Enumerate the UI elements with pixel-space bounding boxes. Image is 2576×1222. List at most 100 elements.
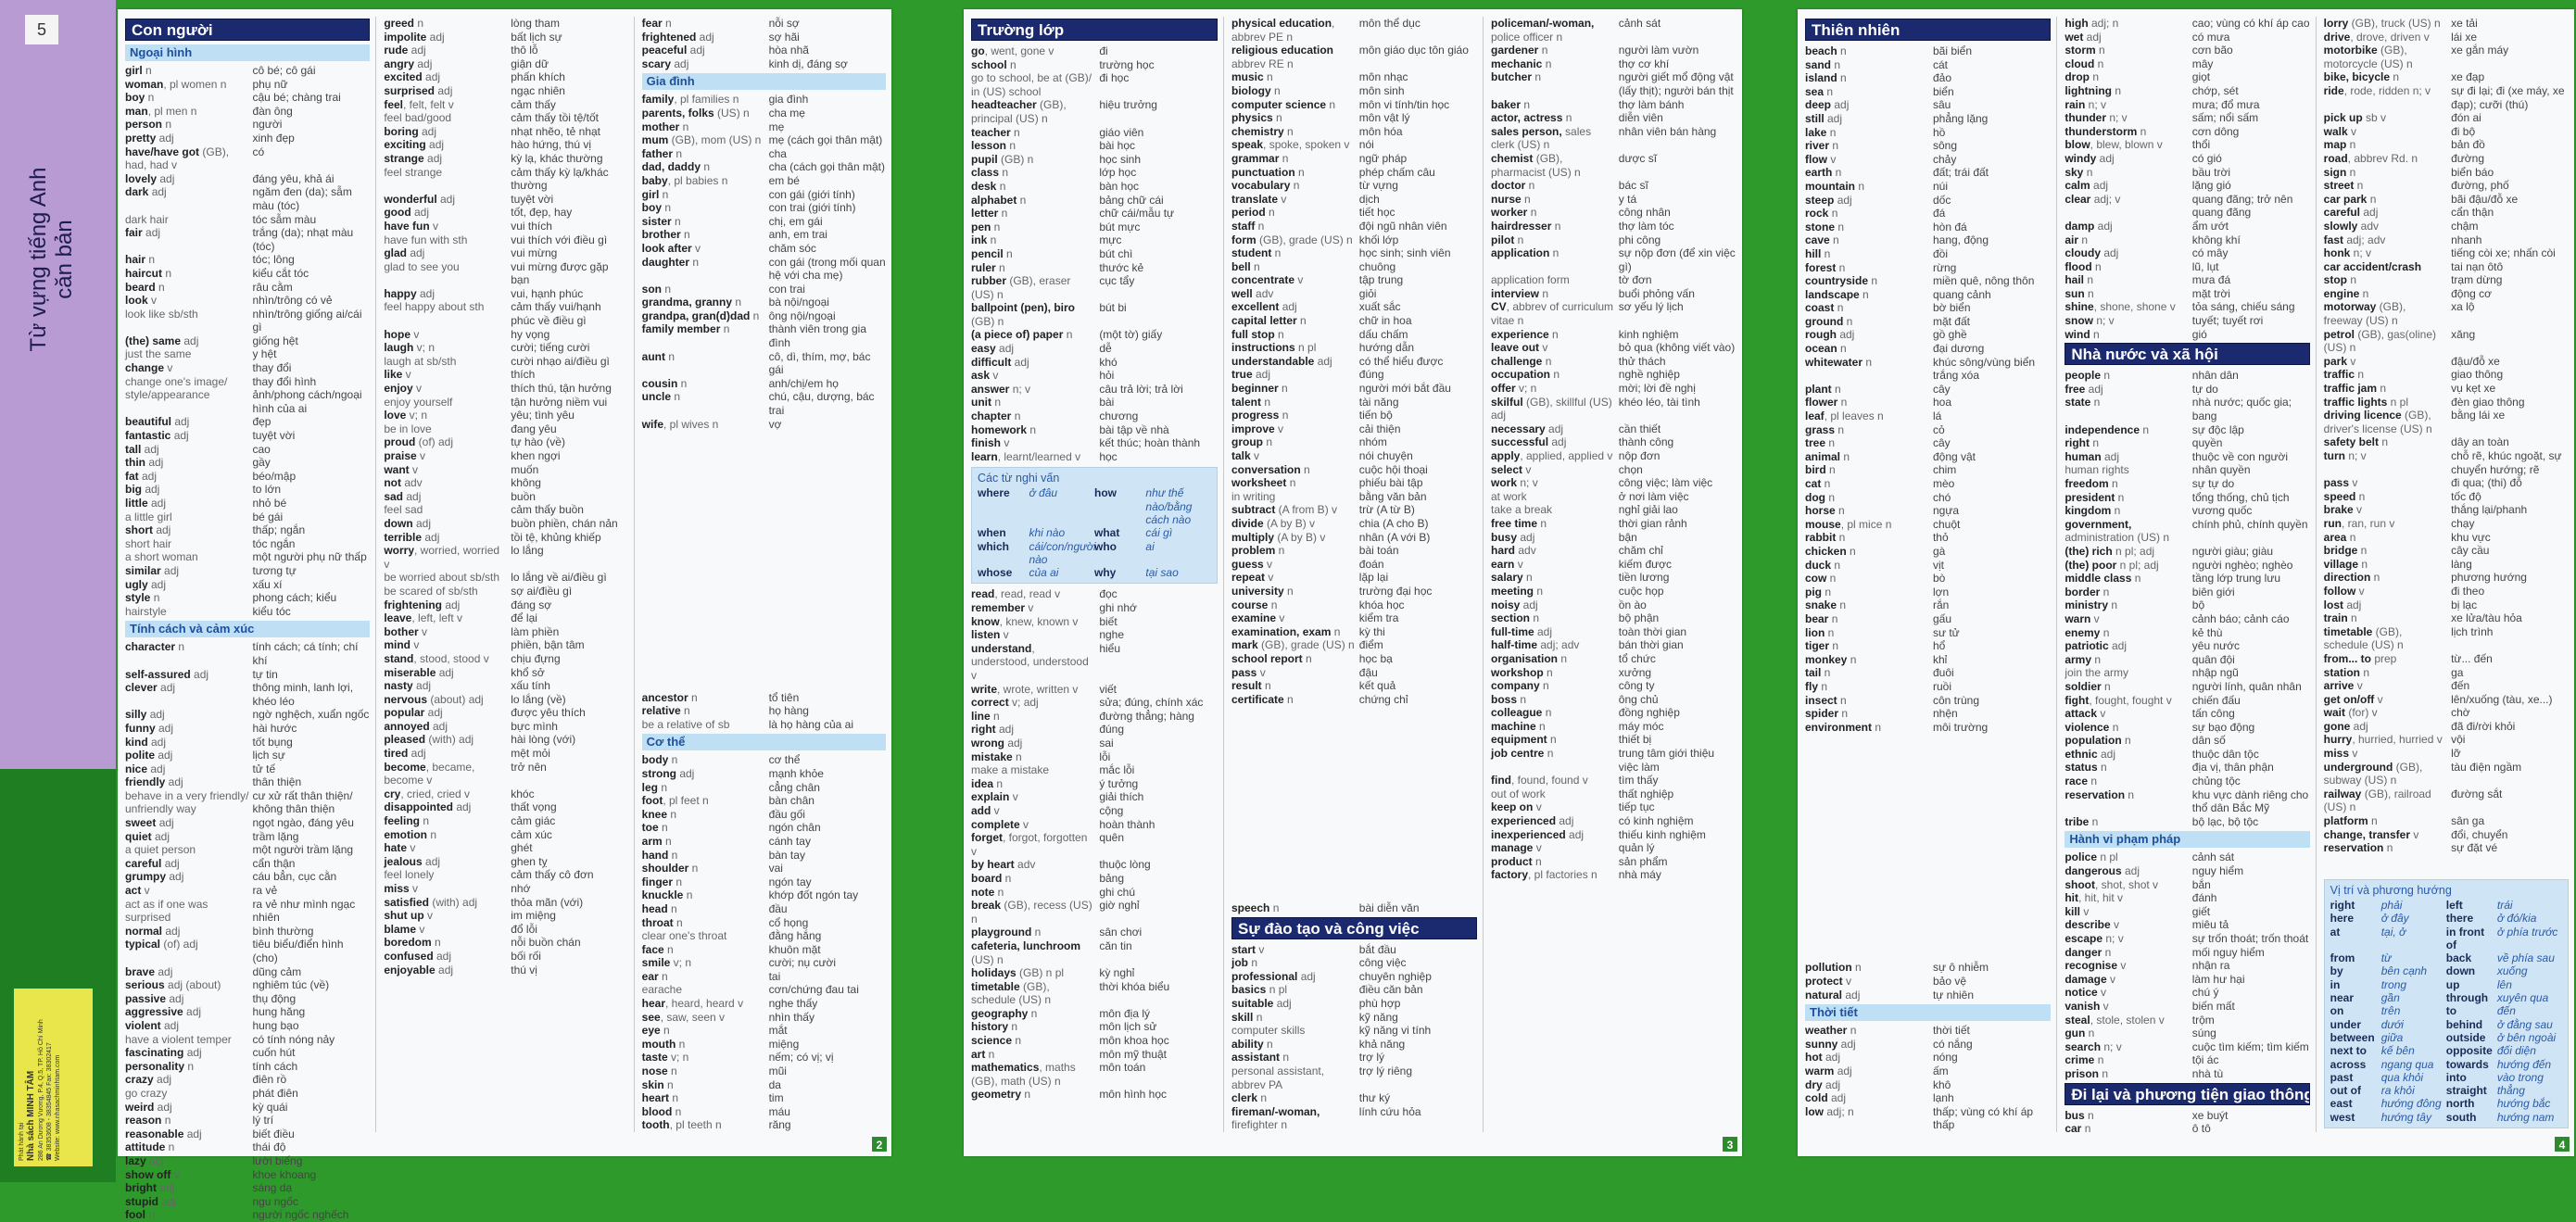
vocab-entry: peaceful adj hòa nhã xyxy=(642,44,886,57)
vietnamese-meaning: giờ nghỉ xyxy=(1099,899,1140,913)
english-term-cell: traffic lights n pl xyxy=(2324,396,2451,409)
vocab-entry: hear, heard, heard v nghe thấy xyxy=(642,997,886,1011)
english-term: grandma, granny xyxy=(641,296,733,309)
vietnamese-meaning: sáng dạ xyxy=(252,1181,293,1195)
term-note: adj xyxy=(1534,624,1553,638)
english-term-cell: daughter n xyxy=(642,256,769,283)
term-note: adj xyxy=(2096,151,2115,165)
term-note: n xyxy=(1548,327,1559,341)
term-note: v xyxy=(2410,827,2419,841)
vietnamese-meaning: học sinh; sinh viên xyxy=(1358,246,1451,260)
term-note: n xyxy=(677,376,688,390)
english-term-cell: mouse, pl mice n xyxy=(1805,518,1933,532)
term-note: n xyxy=(1838,707,1849,721)
english-term: speech xyxy=(1231,901,1270,915)
term-note: n xyxy=(1006,57,1017,71)
english-term: low xyxy=(1805,1104,1824,1118)
subsection-header: Ngoại hình xyxy=(125,44,371,61)
vocab-entry: face n khuôn mặt xyxy=(642,943,886,957)
english-term: arrive xyxy=(2323,679,2355,693)
english-term-cell: car park n xyxy=(2324,193,2451,207)
english-term: sign xyxy=(2323,165,2347,179)
term-note: n xyxy=(431,936,441,950)
english-term: headteacher xyxy=(971,98,1037,112)
vietnamese-meaning: mặt đất xyxy=(1932,314,1970,328)
vocab-entry: ministry n bộ xyxy=(2065,598,2309,612)
vietnamese-meaning: chó xyxy=(1932,490,1951,504)
vietnamese-meaning: lính cứu hỏa xyxy=(1358,1104,1421,1118)
vietnamese-meaning: xấu tính xyxy=(511,679,550,693)
term-note: n xyxy=(1558,651,1568,665)
english-term-cell: change v xyxy=(125,361,252,375)
term-note: n xyxy=(2084,273,2094,287)
term-note: n xyxy=(2367,192,2377,206)
english-term: unit xyxy=(971,396,991,409)
term-note: n xyxy=(1028,1006,1038,1020)
term-note: v xyxy=(1842,975,1852,989)
english-term: father xyxy=(641,146,673,160)
box-meaning: trên xyxy=(2380,1004,2401,1018)
vocab-entry: staff n đội ngũ nhân viên xyxy=(1231,220,1477,233)
vietnamese-meaning: lớp học xyxy=(1099,166,1137,180)
vietnamese-meaning: thô lỗ xyxy=(511,44,538,57)
vocab-entry: computer skills kỹ năng vi tính xyxy=(1231,1024,1477,1038)
english-term-cell: reservation n xyxy=(2065,788,2191,815)
english-term-cell: stupid adj xyxy=(125,1195,252,1209)
english-term: physics xyxy=(1231,111,1273,125)
vocab-entry: direction n phương hướng xyxy=(2324,571,2569,585)
term-note: n xyxy=(1522,571,1533,585)
vocab-entry: fast adj; adv nhanh xyxy=(2324,233,2569,247)
term-note: computer skills xyxy=(1231,1024,1306,1038)
vietnamese-meaning: thỏ xyxy=(1932,531,1949,545)
box-meaning: ai xyxy=(1145,539,1155,553)
english-term: holidays xyxy=(971,966,1017,980)
english-term-cell: careful adj xyxy=(2324,206,2451,220)
english-term-cell: (the) rich n pl; adj xyxy=(2065,545,2191,559)
term-note: adj xyxy=(1827,1091,1847,1105)
english-term-cell: clever adj xyxy=(125,681,252,708)
english-term-cell: remember v xyxy=(971,601,1099,615)
english-term-cell: bell n xyxy=(1231,260,1359,274)
english-term: translate xyxy=(1231,192,1279,206)
vocab-entry: follow v đi theo xyxy=(2324,585,2569,598)
term-note: n xyxy=(1825,490,1836,504)
term-note: n xyxy=(668,848,678,862)
vietnamese-meaning: lên/xuống (tàu, xe...) xyxy=(2451,692,2553,706)
english-term-cell: sad adj xyxy=(384,490,511,504)
term-note: v xyxy=(1000,628,1009,642)
term-note: be in love xyxy=(384,422,432,435)
vocab-entry: conversation n cuộc hội thoại xyxy=(1231,463,1477,477)
english-term: forget xyxy=(971,831,1003,845)
english-term-cell: status n xyxy=(2065,761,2191,775)
english-term: confused xyxy=(384,949,434,963)
term-note: adj xyxy=(418,124,437,138)
vietnamese-meaning: giỏi xyxy=(1358,286,1377,300)
vocab-entry: student n học sinh; sinh viên xyxy=(1231,246,1477,260)
vietnamese-meaning: gia đình xyxy=(768,93,809,107)
term-note: n xyxy=(1283,124,1294,138)
english-term-cell: fantastic adj xyxy=(125,429,252,443)
vocab-entry: just the same y hệt xyxy=(125,347,370,361)
term-note: n xyxy=(165,1140,175,1154)
vietnamese-meaning: bảo vệ xyxy=(1932,975,1966,989)
vocab-entry: flood n lũ, lụt xyxy=(2065,260,2309,274)
vietnamese-meaning: bé gái xyxy=(252,510,284,523)
term-note: n xyxy=(2109,720,2119,734)
english-term-cell: heart n xyxy=(642,1091,769,1105)
vietnamese-meaning: ghen tỵ xyxy=(511,854,548,868)
box-meaning: hướng tây xyxy=(2380,1110,2431,1124)
vocab-entry: feel sad cảm thấy buồn xyxy=(384,503,627,517)
vocab-entry: leaf, pl leaves n lá xyxy=(1805,409,2051,423)
english-term: work xyxy=(1491,476,1518,490)
subsection-header: Hành vi phạm pháp xyxy=(2065,831,2310,849)
vietnamese-meaning: lý trí xyxy=(252,1114,274,1128)
term-note: n xyxy=(1294,165,1305,179)
english-term: butcher xyxy=(1491,70,1533,84)
english-term-cell: station n xyxy=(2324,666,2451,680)
term-note: n xyxy=(1835,504,1845,518)
page-number: 4 xyxy=(2554,1136,2570,1153)
booklet-title: Từ vựng tiếng Anh căn bản xyxy=(26,167,91,352)
english-term-cell: state n xyxy=(2065,396,2191,422)
term-note: n xyxy=(667,807,677,821)
term-note: n xyxy=(1822,585,1832,598)
